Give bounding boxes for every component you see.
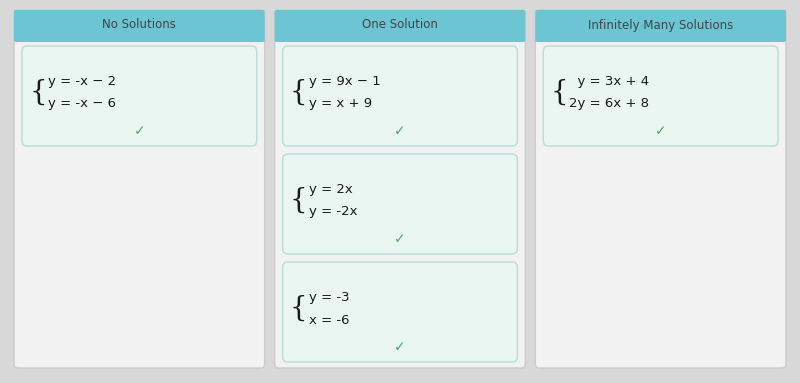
FancyBboxPatch shape [14,10,265,368]
FancyBboxPatch shape [282,46,518,146]
Text: y = 2x: y = 2x [309,183,353,195]
Text: {: { [290,79,307,106]
FancyBboxPatch shape [22,46,257,146]
Text: {: { [550,79,568,106]
Text: y = -x − 2: y = -x − 2 [48,75,116,87]
Text: x = -6: x = -6 [309,314,349,326]
FancyBboxPatch shape [535,10,786,42]
Text: {: { [29,79,47,106]
Text: ✓: ✓ [394,340,406,354]
Text: One Solution: One Solution [362,18,438,31]
FancyBboxPatch shape [535,10,786,368]
Text: 2y = 6x + 8: 2y = 6x + 8 [570,98,650,111]
Text: ✓: ✓ [655,124,666,138]
FancyBboxPatch shape [274,10,526,368]
Text: {: { [290,187,307,214]
FancyBboxPatch shape [282,262,518,362]
Text: y = -2x: y = -2x [309,206,357,218]
Text: y = -x − 6: y = -x − 6 [48,98,116,111]
Text: ✓: ✓ [394,124,406,138]
Text: ✓: ✓ [394,232,406,246]
FancyBboxPatch shape [543,46,778,146]
Text: y = 9x − 1: y = 9x − 1 [309,75,381,87]
Text: y = -3: y = -3 [309,290,350,303]
FancyBboxPatch shape [282,154,518,254]
Text: {: { [290,295,307,322]
FancyBboxPatch shape [274,10,526,42]
Text: y = x + 9: y = x + 9 [309,98,372,111]
Text: Infinitely Many Solutions: Infinitely Many Solutions [588,18,734,31]
Text: No Solutions: No Solutions [102,18,176,31]
Text: ✓: ✓ [134,124,145,138]
Text: y = 3x + 4: y = 3x + 4 [570,75,650,87]
FancyBboxPatch shape [14,10,265,42]
